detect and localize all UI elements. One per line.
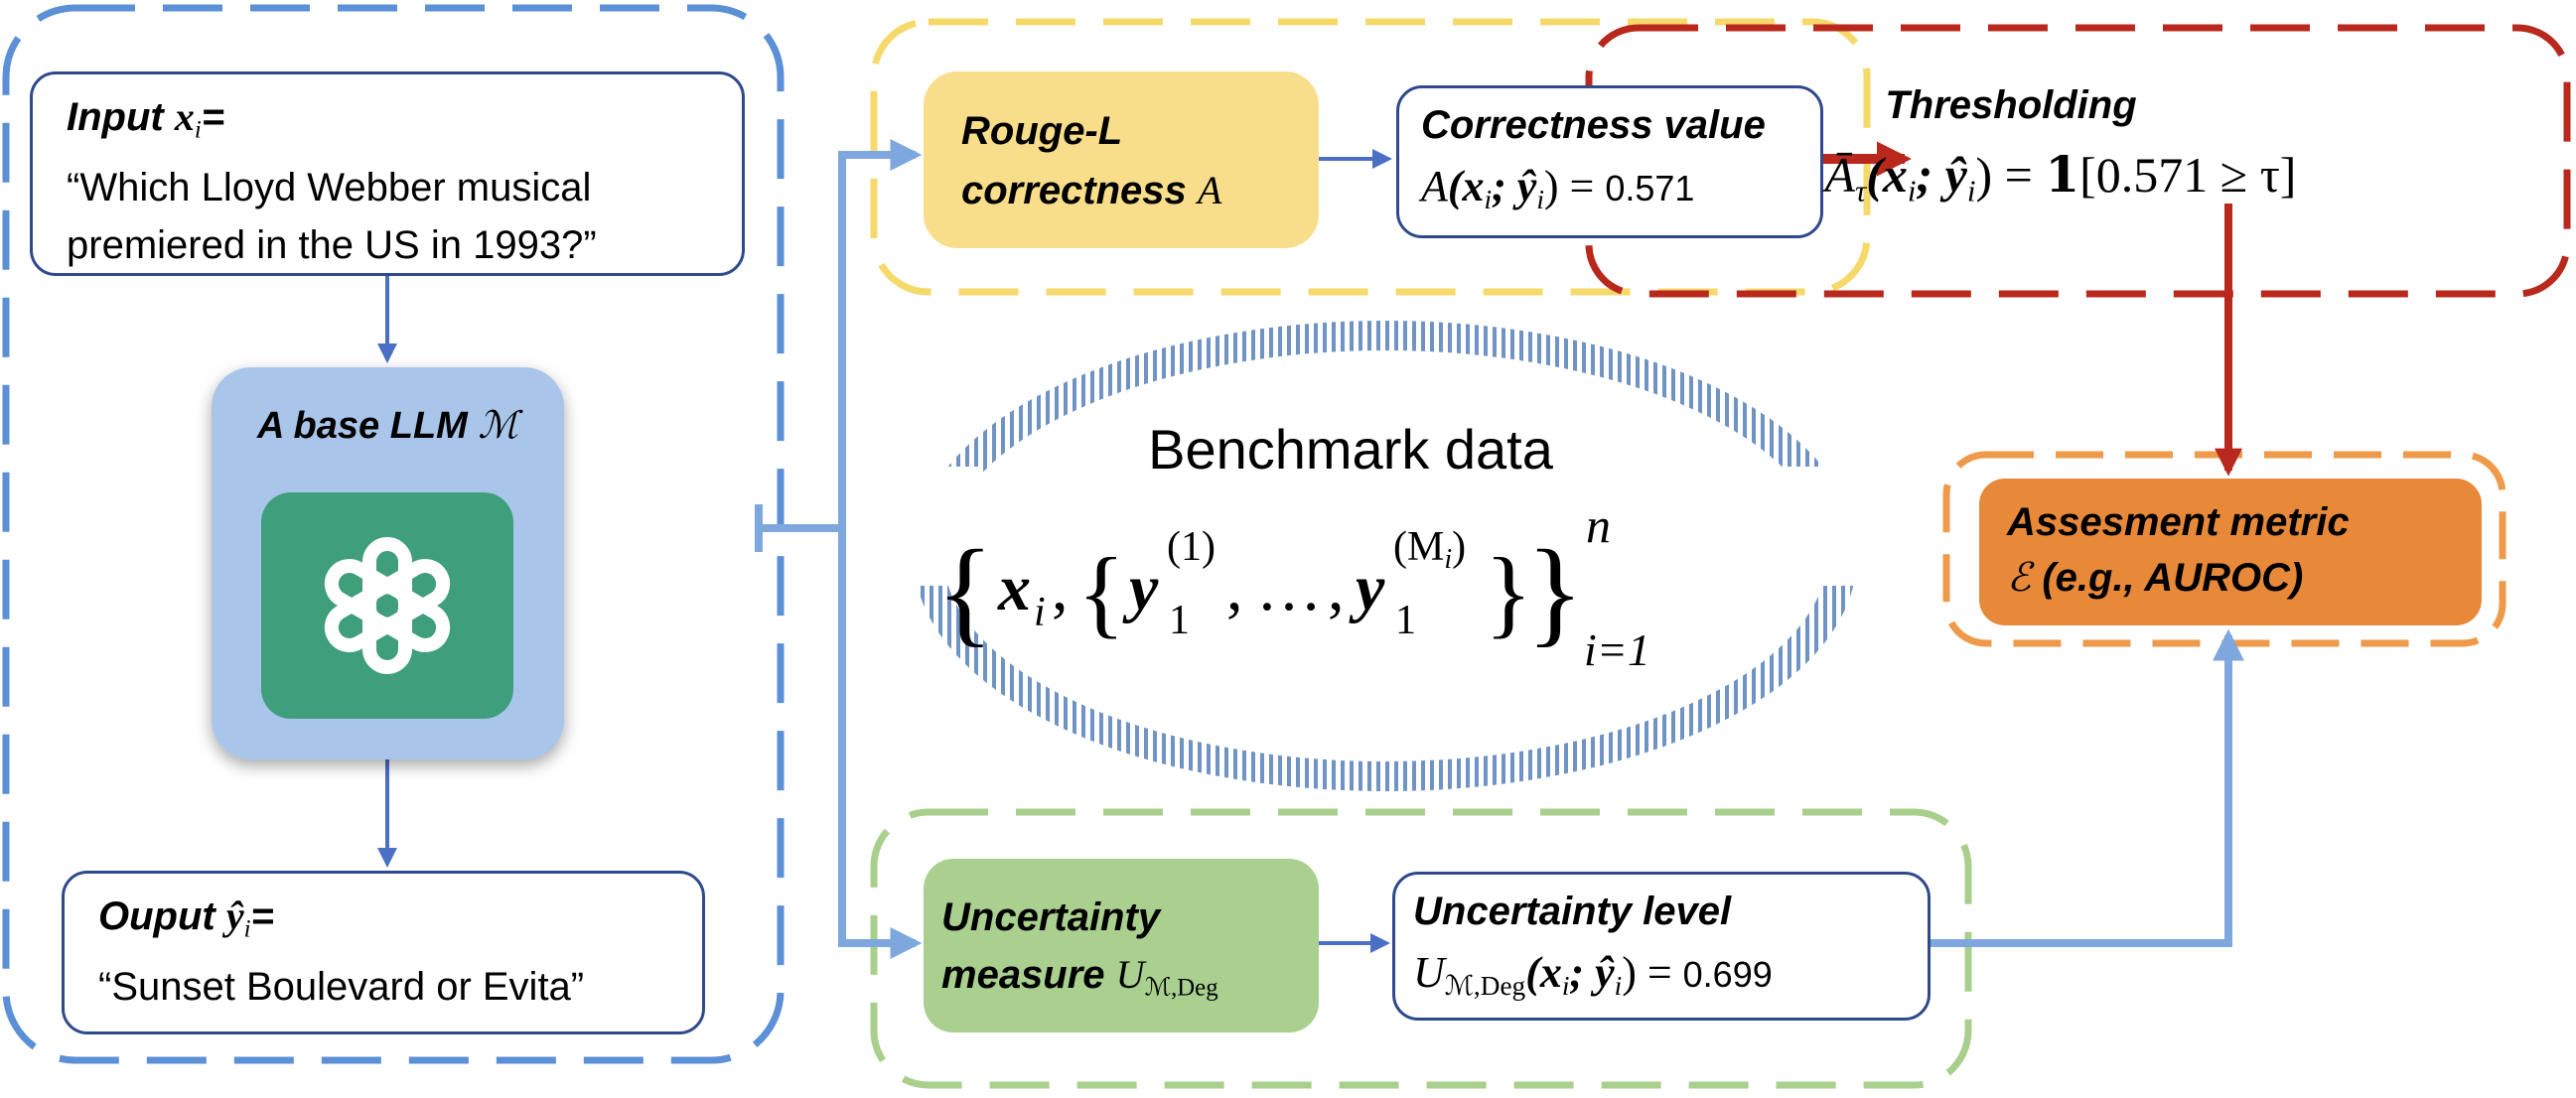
threshold-formula-sub2: i	[1966, 173, 1976, 208]
benchmark-inner-brace-left: {	[1077, 537, 1125, 647]
llm-model-symbol: ℳ	[478, 405, 519, 447]
benchmark-comma2: ,	[1226, 552, 1243, 624]
threshold-indicator: 𝟏	[2045, 147, 2080, 203]
uncertainty-group-frame	[870, 808, 1972, 1089]
benchmark-y2-sup-open: (M	[1393, 524, 1444, 570]
output-equals: =	[250, 894, 274, 938]
rouge-box: Rouge-L correctness A	[924, 71, 1319, 248]
assessment-symbol: ℰ	[2007, 555, 2032, 600]
benchmark-dots: …	[1256, 552, 1322, 624]
uncertainty-level-box: Uncertainty level Uℳ,Deg(xi; ŷi) = 0.699	[1392, 872, 1931, 1021]
threshold-formula: Āτ(xi; ŷi) = 𝟏[0.571 ≥ τ]	[1599, 145, 2522, 208]
assessment-line2: (e.g., AUROC)	[2031, 556, 2304, 600]
openai-logo-icon	[261, 492, 513, 719]
output-text: “Sunset Boulevard or Evita”	[98, 965, 585, 1010]
llm-label: A base LLM	[256, 405, 479, 447]
rouge-symbol: A	[1197, 168, 1222, 212]
benchmark-x: x	[997, 552, 1031, 624]
benchmark-comma3: ,	[1328, 552, 1345, 624]
arrow-uncertainty-to-assess	[1931, 628, 2244, 947]
correctness-formula-args: (x	[1447, 162, 1485, 210]
ellipse-gap-right	[1788, 467, 1877, 586]
uncertainty-level-sep: ; ŷ	[1569, 948, 1615, 997]
ellipse-gap-left	[894, 467, 983, 586]
output-box: Ouput ŷi= “Sunset Boulevard or Evita”	[62, 871, 705, 1034]
threshold-formula-sep: ; ŷ	[1916, 147, 1967, 203]
input-group-frame	[2, 4, 785, 1064]
benchmark-y2-sup: (Mi)	[1393, 524, 1466, 575]
uncertainty-line1: Uncertainty	[941, 895, 1161, 939]
uncertainty-level-sub2: i	[1614, 971, 1623, 1002]
uncertainty-line2: measure	[941, 953, 1116, 997]
threshold-formula-a: Ā	[1824, 147, 1856, 203]
correctness-formula-close: ) =	[1543, 162, 1606, 210]
threshold-formula-sub: i	[1907, 173, 1917, 208]
input-var-x: x	[174, 94, 195, 139]
threshold-bracket: [0.571 ≥ τ]	[2079, 147, 2297, 203]
uncertainty-level-args: (x	[1525, 948, 1562, 997]
rouge-line1: Rouge-L	[961, 109, 1123, 153]
input-var-sub: i	[194, 116, 202, 144]
input-label: Input	[67, 95, 175, 139]
uncertainty-level-value: 0.699	[1682, 954, 1773, 995]
input-text-line1: “Which Lloyd Webber musical	[67, 166, 592, 210]
benchmark-comma1: ,	[1052, 552, 1069, 624]
benchmark-inner-brace-right: }	[1485, 537, 1532, 647]
output-label: Ouput	[98, 894, 226, 938]
benchmark-formula: { x i , { y (1) 1 , … , y (Mi) 1 } } n i…	[936, 497, 1650, 673]
correctness-formula-sub2: i	[1536, 185, 1544, 215]
input-text-line2: premiered in the US in 1993?”	[67, 223, 597, 268]
benchmark-x-sub: i	[1034, 590, 1046, 635]
uncertainty-box: Uncertainty measure Uℳ,Deg	[924, 859, 1319, 1032]
threshold-title: Thresholding	[1885, 83, 2137, 127]
correctness-formula-sub: i	[1484, 185, 1493, 215]
uncertainty-symbol-sub: ℳ,Deg	[1144, 974, 1218, 1002]
benchmark-y1: y	[1122, 552, 1159, 624]
correctness-formula-prefix: A	[1421, 162, 1448, 210]
correctness-title: Correctness value	[1421, 103, 1766, 147]
input-box: Input xi= “Which Lloyd Webber musical pr…	[30, 71, 745, 276]
assessment-line1: Assesment metric	[2007, 500, 2350, 544]
benchmark-y2-sup-close: )	[1452, 524, 1466, 570]
input-equals: =	[201, 95, 225, 139]
benchmark-y2: y	[1349, 552, 1385, 624]
output-var-sub: i	[243, 915, 251, 943]
uncertainty-level-close: ) =	[1622, 948, 1683, 997]
correctness-value: 0.571	[1605, 168, 1695, 208]
uncertainty-level-sub: i	[1561, 971, 1570, 1002]
threshold-formula-args: (x	[1866, 147, 1908, 203]
benchmark-y2-sup-sub: i	[1444, 544, 1452, 575]
benchmark-y1-sup: (1)	[1167, 524, 1216, 570]
assessment-box: Assesment metric ℰ (e.g., AUROC)	[1979, 479, 2482, 625]
rouge-line2: correctness	[961, 169, 1198, 212]
uncertainty-symbol: U	[1115, 952, 1145, 997]
threshold-formula-tau: τ	[1855, 173, 1867, 208]
correctness-formula-sep: ; ŷ	[1492, 162, 1537, 210]
output-var-y: ŷ	[225, 893, 244, 938]
benchmark-outer-brace-left: {	[936, 525, 994, 657]
benchmark-outer-brace-right: }	[1526, 525, 1584, 657]
threshold-formula-close: ) =	[1975, 147, 2046, 203]
correctness-box: Correctness value A(xi; ŷi) = 0.571	[1396, 85, 1823, 238]
openai-logo-svg	[324, 537, 451, 674]
benchmark-y2-sub: 1	[1395, 598, 1416, 643]
benchmark-title: Benchmark data	[1148, 418, 1553, 480]
benchmark-lower: i=1	[1584, 624, 1650, 673]
uncertainty-level-symbol: U	[1413, 948, 1445, 997]
uncertainty-level-symbol-sub: ℳ,Deg	[1444, 971, 1526, 1002]
benchmark-y1-sub: 1	[1169, 598, 1190, 643]
uncertainty-level-title: Uncertainty level	[1413, 890, 1732, 933]
llm-box: A base LLM ℳ	[212, 367, 564, 759]
benchmark-upper: n	[1586, 497, 1611, 553]
